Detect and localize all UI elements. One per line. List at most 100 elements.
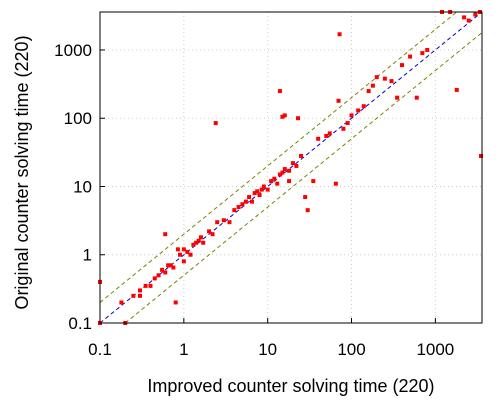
data-point — [221, 218, 226, 223]
data-point — [341, 126, 346, 131]
data-point — [296, 116, 301, 121]
x-tick-label: 10 — [258, 340, 277, 359]
data-point — [282, 167, 287, 172]
data-point — [337, 32, 342, 37]
data-point — [395, 95, 400, 100]
data-point — [299, 153, 304, 158]
y-tick-label: 10 — [73, 177, 92, 196]
data-point — [166, 263, 171, 268]
data-point — [349, 113, 354, 118]
data-point — [316, 136, 321, 141]
data-point — [261, 184, 266, 189]
data-point — [138, 288, 143, 293]
data-point — [210, 232, 215, 237]
data-point — [282, 113, 287, 118]
data-point — [240, 202, 245, 207]
data-point — [227, 220, 232, 225]
y-tick-label: 1 — [83, 246, 92, 265]
data-points — [98, 10, 483, 325]
data-point — [236, 205, 241, 210]
data-point — [290, 161, 295, 166]
data-point — [287, 179, 292, 184]
data-point — [173, 300, 178, 305]
data-point — [277, 172, 282, 177]
data-point — [294, 163, 299, 168]
data-point — [420, 51, 425, 56]
y-axis-ticks: 0.1 1 10 100 1000 — [54, 41, 105, 333]
data-point — [198, 235, 203, 240]
data-point — [269, 179, 274, 184]
data-point — [327, 131, 332, 136]
data-point — [265, 187, 270, 192]
data-point — [366, 89, 371, 94]
data-point — [249, 199, 254, 204]
data-point — [138, 293, 143, 298]
data-point — [399, 63, 404, 68]
data-point — [382, 76, 387, 81]
data-point — [243, 199, 248, 204]
x-tick-label: 0.1 — [88, 340, 112, 359]
data-point — [361, 104, 366, 109]
data-point — [131, 293, 136, 298]
data-point — [257, 193, 262, 198]
data-point — [191, 242, 196, 247]
data-point — [148, 283, 153, 288]
data-point — [207, 229, 212, 234]
data-point — [277, 89, 282, 94]
data-point — [196, 238, 201, 243]
data-point — [185, 249, 190, 254]
data-point — [389, 79, 394, 84]
data-point — [178, 252, 183, 257]
y-tick-label: 0.1 — [68, 314, 92, 333]
data-point — [168, 263, 173, 268]
data-point — [324, 133, 329, 138]
data-point — [215, 220, 220, 225]
data-point — [259, 187, 264, 192]
x-tick-label: 1000 — [416, 340, 454, 359]
reference-line-y-eq-x — [99, 11, 483, 324]
data-point — [374, 75, 379, 80]
data-point — [163, 270, 168, 275]
data-point — [356, 108, 361, 113]
data-point — [181, 247, 186, 252]
data-point — [287, 168, 292, 173]
data-point — [252, 191, 257, 196]
data-point — [194, 240, 199, 245]
data-point — [473, 12, 478, 17]
data-point — [175, 247, 180, 252]
data-point — [272, 176, 277, 181]
data-point — [462, 15, 467, 20]
plot-frame — [99, 11, 483, 324]
x-tick-label: 1 — [179, 340, 188, 359]
data-point — [408, 54, 413, 59]
data-point — [143, 283, 148, 288]
data-point — [160, 267, 165, 272]
data-point — [152, 276, 157, 281]
data-point — [232, 208, 237, 213]
y-tick-label: 1000 — [54, 41, 92, 60]
data-point — [478, 153, 483, 158]
data-point — [336, 98, 341, 103]
x-axis-label: Improved counter solving time (220) — [147, 376, 434, 396]
data-point — [303, 195, 308, 200]
x-axis-ticks: 0.1 1 10 100 1000 — [88, 318, 454, 359]
data-point — [201, 240, 206, 245]
data-point — [466, 18, 471, 23]
data-point — [454, 87, 459, 92]
data-point — [305, 208, 310, 213]
y-tick-label: 100 — [64, 109, 92, 128]
data-point — [163, 232, 168, 237]
data-point — [255, 189, 260, 194]
data-point — [171, 265, 176, 270]
data-point — [119, 300, 124, 305]
data-point — [156, 273, 161, 278]
x-tick-label: 100 — [337, 340, 365, 359]
reference-lines — [99, 11, 483, 324]
data-point — [333, 181, 338, 186]
data-point — [425, 47, 430, 52]
data-point — [181, 259, 186, 264]
data-point — [370, 83, 375, 88]
data-point — [280, 170, 285, 175]
data-point — [311, 179, 316, 184]
